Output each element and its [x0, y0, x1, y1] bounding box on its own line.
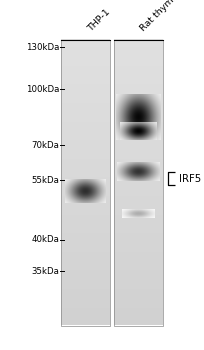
- Text: 55kDa: 55kDa: [31, 176, 59, 185]
- Text: 40kDa: 40kDa: [31, 235, 59, 244]
- Text: 70kDa: 70kDa: [31, 141, 59, 150]
- Text: 35kDa: 35kDa: [31, 267, 59, 276]
- Text: 100kDa: 100kDa: [26, 85, 59, 94]
- Bar: [114, 40, 163, 326]
- Text: 130kDa: 130kDa: [26, 43, 59, 52]
- Text: IRF5: IRF5: [178, 174, 201, 183]
- Bar: [61, 40, 110, 326]
- Text: Rat thymus: Rat thymus: [139, 0, 184, 33]
- Text: THP-1: THP-1: [86, 7, 112, 33]
